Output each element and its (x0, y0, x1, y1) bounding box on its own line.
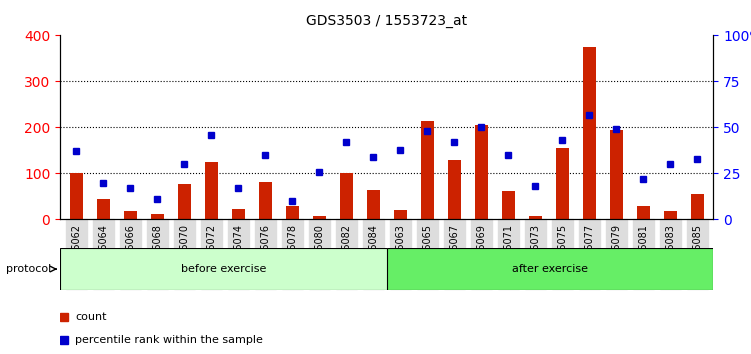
Bar (529, 216, 542, 219)
Bar (312, 216, 326, 219)
FancyBboxPatch shape (60, 248, 387, 290)
Bar (70, 173, 83, 219)
Bar (123, 211, 137, 219)
Bar (556, 148, 569, 219)
Bar (448, 160, 461, 219)
Bar (366, 189, 380, 219)
Bar (394, 210, 407, 219)
Text: before exercise: before exercise (181, 264, 266, 274)
Bar (177, 184, 191, 219)
Bar (421, 120, 434, 219)
Bar (690, 194, 704, 219)
FancyBboxPatch shape (387, 248, 713, 290)
Bar (475, 125, 488, 219)
Bar (610, 130, 623, 219)
Bar (663, 211, 677, 219)
Text: after exercise: after exercise (512, 264, 588, 274)
Bar (583, 47, 596, 219)
Bar (231, 209, 245, 219)
Text: percentile rank within the sample: percentile rank within the sample (75, 335, 263, 345)
Bar (204, 162, 218, 219)
Bar (285, 206, 299, 219)
Bar (339, 173, 353, 219)
Bar (150, 214, 164, 219)
Bar (637, 206, 650, 219)
Text: count: count (75, 312, 107, 322)
Bar (258, 182, 272, 219)
Text: GDS3503 / 1553723_at: GDS3503 / 1553723_at (306, 14, 467, 28)
Bar (97, 199, 110, 219)
Text: protocol: protocol (6, 264, 51, 274)
Bar (502, 191, 515, 219)
